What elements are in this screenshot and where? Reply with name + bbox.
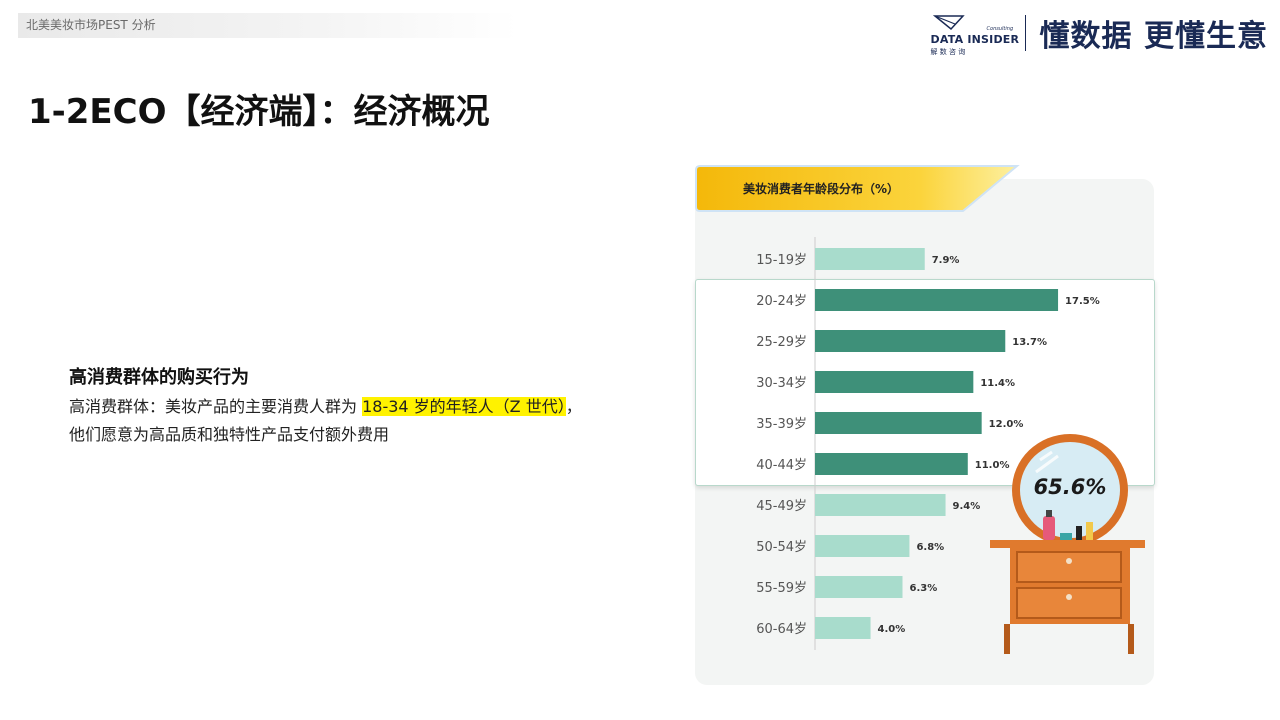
category-label: 45-49岁 — [756, 499, 807, 514]
lipstick-icon — [1076, 526, 1082, 540]
category-label: 20-24岁 — [756, 294, 807, 309]
value-label: 13.7% — [1012, 337, 1047, 348]
dresser-drawer-bottom — [1016, 587, 1122, 619]
category-label: 25-29岁 — [756, 335, 807, 350]
logo-text: DATA INSIDER — [930, 33, 1020, 46]
compact-icon — [1060, 533, 1072, 540]
bar — [815, 330, 1006, 352]
chart-title-tab — [695, 165, 1020, 212]
value-label: 11.0% — [975, 460, 1010, 471]
highlight-total-label: 65.6% — [1034, 475, 1107, 499]
bar — [815, 576, 903, 598]
dresser-top — [990, 540, 1145, 548]
category-label: 40-44岁 — [756, 458, 807, 473]
bar — [815, 494, 946, 516]
body-text: 高消费群体：美妆产品的主要消费人群为 18-34 岁的年轻人（Z 世代），他们愿… — [69, 393, 589, 449]
dresser-leg — [1128, 624, 1134, 654]
body-text-outro: ，他们愿意为高品质和独特性产品支付额外费用 — [69, 397, 582, 444]
category-label: 35-39岁 — [756, 417, 807, 432]
value-label: 4.0% — [878, 624, 906, 635]
value-label: 6.3% — [910, 583, 938, 594]
bar — [815, 617, 871, 639]
breadcrumb: 北美美妆市场PEST 分析 — [18, 13, 518, 38]
dresser-leg — [1004, 624, 1010, 654]
category-label: 15-19岁 — [756, 253, 807, 268]
chart-title: 美妆消费者年龄段分布（%） — [743, 182, 900, 196]
chart-panel: 美妆消费者年龄段分布（%） 15-19岁 7.9% 20-24岁 17.5% 25-29… — [695, 165, 1155, 685]
value-label: 6.8% — [916, 542, 944, 553]
category-label: 60-64岁 — [756, 622, 807, 637]
value-label: 12.0% — [989, 419, 1024, 430]
value-label: 7.9% — [932, 255, 960, 266]
body-text-intro: 高消费群体：美妆产品的主要消费人群为 — [69, 397, 363, 416]
dresser-drawer-top — [1016, 551, 1122, 583]
logo-consulting-text: Consulting — [986, 26, 1014, 32]
bar — [815, 412, 982, 434]
drawer-knob — [1066, 594, 1072, 600]
bar — [815, 371, 974, 393]
value-label: 9.4% — [953, 501, 981, 512]
category-label: 30-34岁 — [756, 376, 807, 391]
perfume-icon — [1086, 522, 1093, 540]
vanity-mirror-illustration: 65.6% — [990, 434, 1145, 654]
value-label: 11.4% — [980, 378, 1015, 389]
highlighted-text: 18-34 岁的年轻人（Z 世代） — [362, 397, 566, 416]
bar — [815, 289, 1059, 311]
page-title: 1-2ECO【经济端】：经济概况 — [28, 92, 490, 132]
category-label: 50-54岁 — [756, 540, 807, 555]
bar — [815, 453, 968, 475]
bar — [815, 535, 910, 557]
logo-triangle-icon — [932, 15, 965, 31]
category-label: 55-59岁 — [756, 581, 807, 596]
brand-slogan: 懂数据 更懂生意 — [1039, 19, 1268, 54]
data-insider-logo: Consulting DATA INSIDER 解 数 咨 询 — [930, 10, 1019, 56]
bar — [815, 248, 925, 270]
value-label: 17.5% — [1065, 296, 1100, 307]
brand-divider — [1024, 15, 1026, 51]
section-heading: 高消费群体的购买行为 — [69, 367, 249, 388]
logo-subtext: 解 数 咨 询 — [930, 48, 966, 56]
bar-chart: 15-19岁 7.9% 20-24岁 17.5% 25-29岁 13.7% 30-34岁 11… — [756, 237, 1100, 650]
brand-header: Consulting DATA INSIDER 解 数 咨 询 懂数据 更懂生意 — [931, 8, 1268, 58]
drawer-knob — [1066, 558, 1072, 564]
lotion-bottle-icon — [1043, 516, 1055, 540]
